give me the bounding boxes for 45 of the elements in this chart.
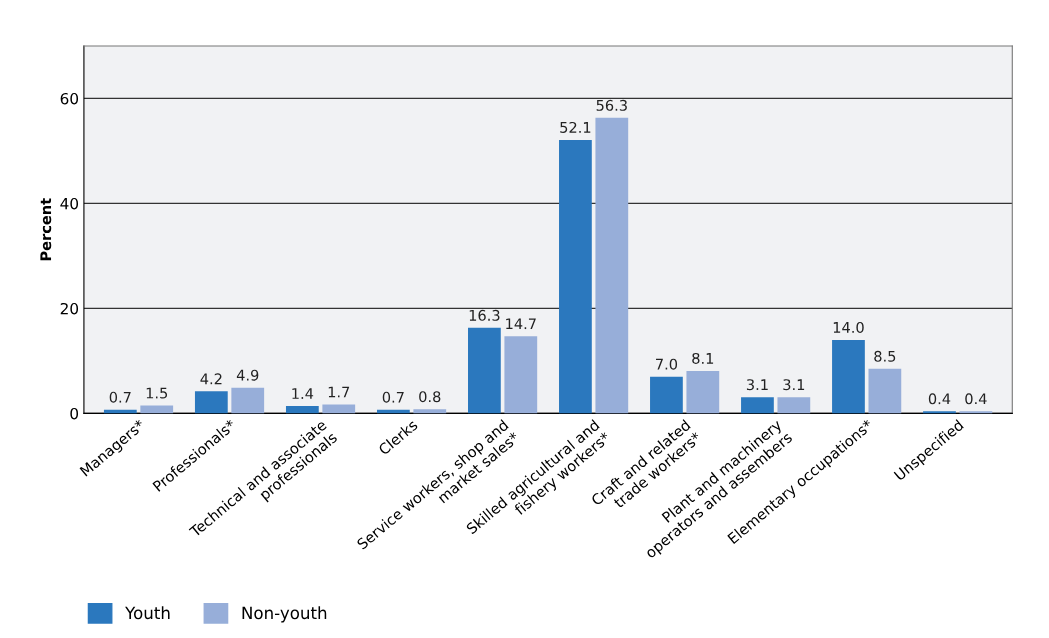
bar: [504, 336, 538, 414]
data-label: 8.1: [692, 352, 714, 364]
bar: [231, 387, 265, 414]
bar: [595, 117, 629, 414]
bar: [650, 376, 683, 414]
data-label: 52.1: [560, 121, 591, 133]
bar: [923, 411, 956, 414]
data-label: 0.8: [419, 391, 441, 403]
legend-label: Non-youth: [242, 606, 327, 623]
data-label: 3.1: [783, 379, 805, 391]
bar: [686, 370, 720, 414]
bar: [559, 139, 592, 414]
data-label: 1.5: [146, 387, 168, 399]
data-label: 3.1: [746, 379, 768, 391]
bar: [194, 391, 228, 414]
data-label: 14.0: [833, 321, 864, 333]
data-label: 0.7: [109, 391, 131, 403]
data-label: 4.2: [200, 373, 222, 385]
data-label: 1.4: [292, 388, 314, 399]
data-label: 4.9: [236, 369, 259, 381]
y-tick-label: 60: [60, 92, 79, 105]
bar: [868, 368, 902, 414]
bar: [468, 327, 501, 414]
bar: [322, 404, 356, 414]
bar: [413, 409, 447, 414]
data-label: 1.7: [328, 386, 350, 398]
data-label: 14.7: [506, 318, 536, 330]
bar: [959, 411, 993, 414]
bar: [832, 339, 865, 414]
data-label: 0.4: [965, 393, 987, 405]
legend-label: Youth: [125, 606, 170, 620]
y-axis-title: Percent: [40, 198, 52, 261]
data-label: 0.4: [928, 393, 951, 405]
y-tick-label: 40: [60, 197, 79, 210]
data-label: 8.5: [874, 350, 896, 362]
bar: [777, 397, 811, 414]
data-label: 16.3: [469, 309, 500, 321]
data-label: 56.3: [596, 99, 627, 111]
bar: [285, 406, 319, 414]
data-label: 7.0: [656, 358, 678, 370]
bar: [140, 405, 174, 414]
data-label: 0.7: [382, 391, 404, 403]
y-tick-label: 20: [60, 302, 79, 315]
y-tick-label: 0: [70, 407, 79, 420]
bar: [741, 397, 774, 414]
